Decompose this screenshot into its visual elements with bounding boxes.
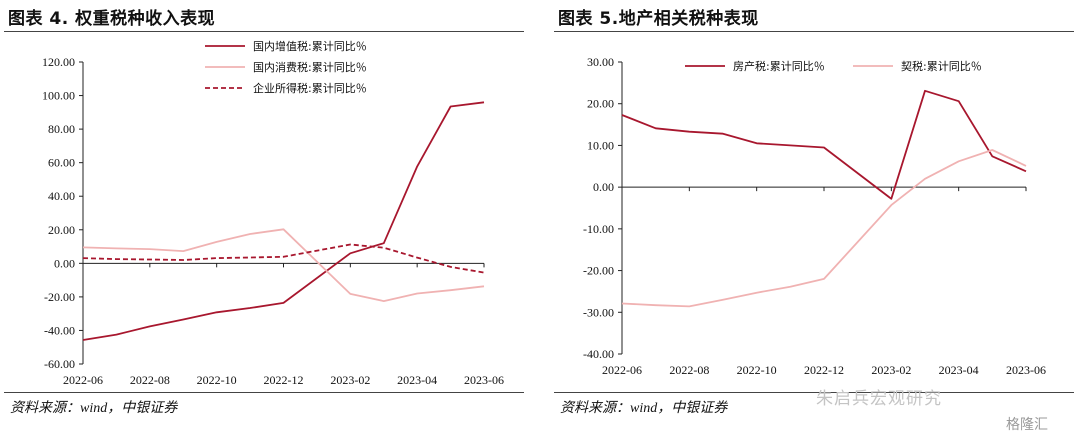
title-divider-right [554, 31, 1074, 32]
chart-title-right: 图表 5.地产相关税种表现 [558, 9, 759, 29]
legend-label: 国内增值税:累计同比％ [253, 39, 367, 53]
series-line-1 [82, 101, 485, 341]
y-tick-label: 10.00 [587, 138, 614, 152]
source-divider-left [4, 392, 524, 393]
x-tick-label: 2023-06 [1006, 363, 1046, 377]
y-tick-label: 20.00 [48, 223, 75, 237]
legend-label: 房产税:累计同比％ [733, 59, 825, 73]
y-tick-label: 30.00 [587, 55, 614, 69]
x-tick-label: 2022-08 [669, 363, 709, 377]
y-tick-label: -40.00 [44, 323, 75, 337]
line-chart-right: 30.00 20.00 10.00 0.00 -10.00 -20.00 -30.00 -40… [583, 55, 1046, 377]
x-tick-label: 2022-06 [602, 363, 642, 377]
y-tick-label: 0.00 [54, 256, 75, 270]
y-tick-label: -60.00 [44, 357, 75, 371]
y-tick-label: 20.00 [587, 97, 614, 111]
x-tick-label: 2023-02 [871, 363, 911, 377]
x-tick-label: 2022-12 [264, 373, 304, 387]
y-tick-label: 60.00 [48, 156, 75, 170]
chart-panel-left: 图表 4. 权重税种收入表现 120.00 100.00 80.00 60.00 40.… [0, 0, 530, 442]
legend-label: 国内消费税:累计同比％ [253, 60, 367, 74]
chart-title-left: 图表 4. 权重税种收入表现 [8, 9, 216, 29]
x-tick-label: 2023-06 [464, 373, 504, 387]
source-note-left: 资料来源：wind，中银证券 [10, 401, 178, 416]
y-tick-label: 100.00 [42, 89, 75, 103]
series-line-2 [82, 228, 485, 303]
y-tick-label: -20.00 [44, 290, 75, 304]
y-tick-label: -20.00 [583, 264, 614, 278]
y-tick-label: -40.00 [583, 347, 614, 361]
x-tick-label: 2022-12 [804, 363, 844, 377]
y-tick-label: -10.00 [583, 222, 614, 236]
chart-panel-right: 图表 5.地产相关税种表现 30.00 20.00 10.00 0.00 -10.00 -… [550, 0, 1080, 442]
y-tick-label: 40.00 [48, 189, 75, 203]
legend-label: 企业所得税:累计同比％ [253, 81, 367, 95]
y-tick-label: -30.00 [583, 305, 614, 319]
x-tick-label: 2023-04 [939, 363, 979, 377]
y-tick-label: 120.00 [42, 55, 75, 69]
watermark-logo: 格隆汇 [1006, 417, 1048, 433]
legend-label: 契税:累计同比％ [901, 59, 982, 73]
x-tick-label: 2022-10 [197, 373, 237, 387]
x-tick-label: 2022-10 [737, 363, 777, 377]
line-chart-left: 120.00 100.00 80.00 60.00 40.00 20.00 0.00 -20.… [42, 39, 504, 387]
title-divider-left [4, 31, 524, 32]
series-line-2 [621, 149, 1027, 308]
source-divider-right [554, 392, 1074, 393]
x-tick-label: 2023-02 [330, 373, 370, 387]
x-tick-label: 2023-04 [397, 373, 437, 387]
watermark-text: 朱启兵宏观研究 [816, 389, 942, 409]
x-tick-label: 2022-06 [63, 373, 103, 387]
source-note-right: 资料来源：wind，中银证券 [560, 401, 728, 416]
x-tick-label: 2022-08 [130, 373, 170, 387]
y-tick-label: 80.00 [48, 122, 75, 136]
y-tick-label: 0.00 [593, 180, 614, 194]
series-line-1 [621, 89, 1027, 200]
